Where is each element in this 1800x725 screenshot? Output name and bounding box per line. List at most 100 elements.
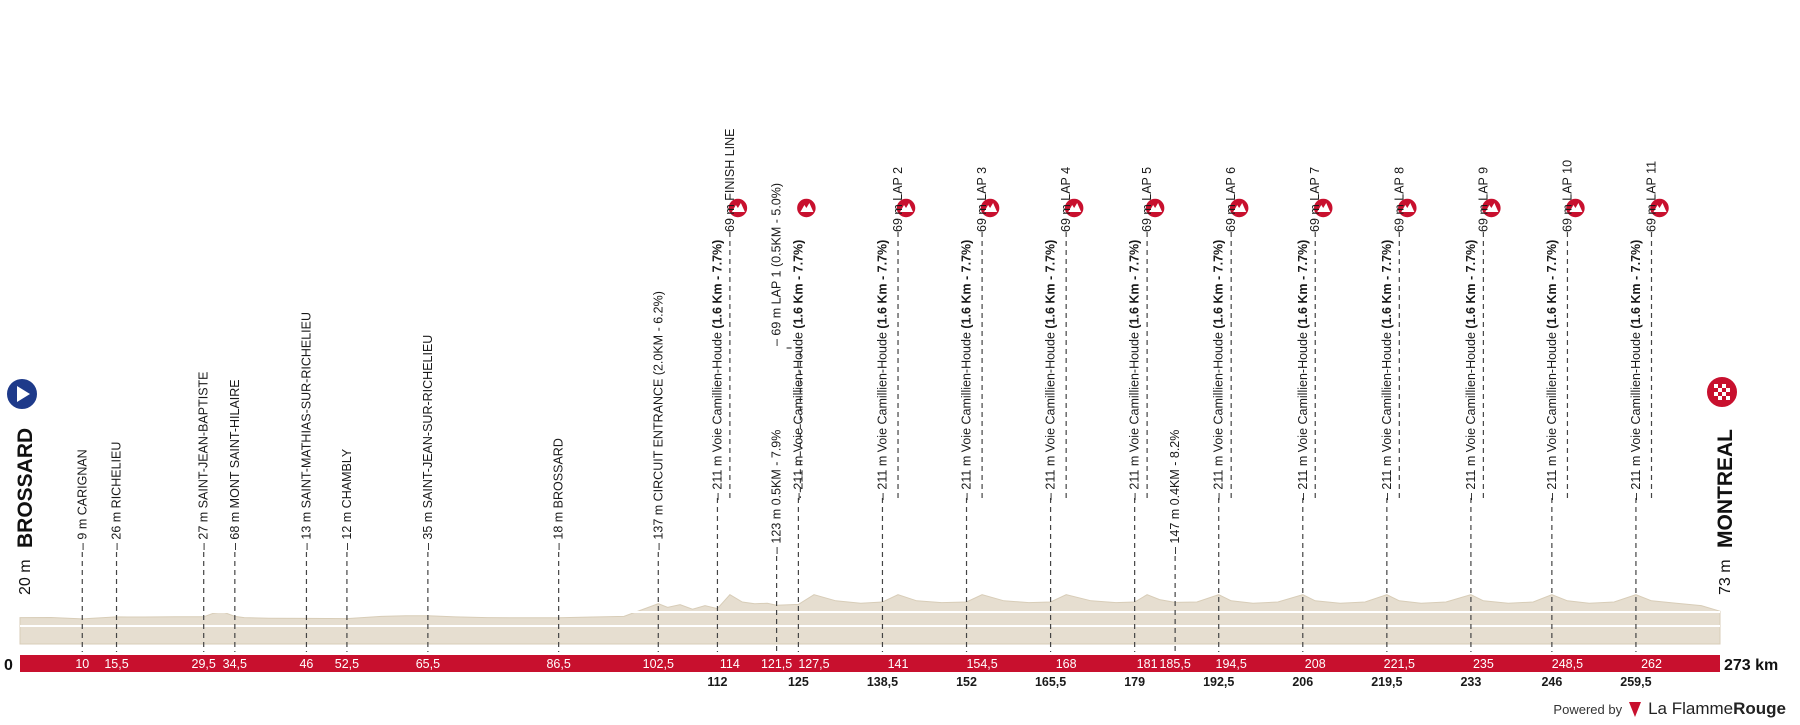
lap-label: 69 m LAP 3: [975, 167, 989, 232]
distance-bar: [20, 655, 1720, 672]
kom-badge-mountain: [1653, 203, 1667, 212]
climb-label: – 211 m Voie Camillien-Houde (1.6 Km - 7…: [1044, 240, 1058, 500]
climb-label: – 211 m Voie Camillien-Houde (1.6 Km - 7…: [875, 240, 889, 500]
km-sub-label: 138,5: [867, 675, 898, 689]
km-label: 34,5: [223, 657, 247, 671]
finish-city: MONTREAL: [1714, 429, 1737, 548]
lap1-connector: [786, 347, 801, 498]
km-sub-label: 125: [788, 675, 809, 689]
km-sub-label: 259,5: [1620, 675, 1651, 689]
km-label: 52,5: [335, 657, 359, 671]
km-sub-label: 179: [1124, 675, 1145, 689]
lap-label: 69 m LAP 4: [1059, 167, 1073, 232]
km-label: 15,5: [104, 657, 128, 671]
lap-label: 69 m LAP 5: [1140, 167, 1154, 232]
kom-badge-icon: [795, 197, 818, 219]
climb-label: – 211 m Voie Camillien-Houde (1.6 Km - 7…: [1128, 240, 1142, 500]
kom-badge-mountain: [731, 203, 745, 212]
km-label: 235: [1473, 657, 1494, 671]
kom-badge-icon: [1144, 197, 1166, 219]
kom-badge-mountain: [1569, 203, 1583, 212]
kom-badge-icon: [727, 197, 749, 219]
km-label: 185,5: [1159, 657, 1190, 671]
climb-label: – 211 m Voie Camillien-Houde (1.6 Km - 7…: [1380, 240, 1394, 500]
climb-label: – 211 m Voie Camillien-Houde (1.6 Km - 7…: [1464, 240, 1478, 500]
km-label: 29,5: [192, 657, 216, 671]
km-sub-label: 165,5: [1035, 675, 1066, 689]
lap-label: 69 m LAP 6: [1224, 167, 1238, 232]
kom-badge-mountain: [1233, 203, 1247, 212]
lap-label: 69 m LAP 10: [1560, 160, 1574, 232]
km-label: 221,5: [1384, 657, 1415, 671]
kom-badge-icon: [1648, 197, 1671, 219]
lap-label: 69 m LAP 2: [891, 167, 905, 232]
start-arrow-icon: [5, 377, 39, 411]
lap-label: – 69 m LAP 1 (0.5KM - 5.0%): [770, 183, 784, 346]
waypoint-label: – 68 m MONT SAINT-HILAIRE: [228, 379, 242, 550]
kom-badge-mountain: [1485, 203, 1499, 212]
kom-badge-mountain: [900, 203, 914, 212]
km-sub-label: 219,5: [1371, 675, 1402, 689]
waypoint-label: – 137 m CIRCUIT ENTRANCE (2.0KM - 6.2%): [651, 291, 665, 550]
kom-badge-mountain: [1317, 203, 1331, 212]
kom-badge-mountain: [984, 203, 998, 212]
lap-label: 69 m LAP 9: [1476, 167, 1490, 232]
finish-block: MONTREAL 73 m: [1705, 375, 1739, 595]
kom-badge-icon: [1228, 197, 1250, 219]
climb-label: – 211 m Voie Camillien-Houde (1.6 Km - 7…: [1545, 240, 1559, 500]
km-label: 127,5: [798, 657, 829, 671]
climb-label: – 211 m Voie Camillien-Houde (1.6 Km - 7…: [960, 240, 974, 500]
labels-layer: – 9 m CARIGNAN – 26 m RICHELIEU – 27 m SAI…: [75, 129, 1671, 554]
waypoint-label: – 12 m CHAMBLY: [340, 448, 354, 550]
start-altitude: 20 m: [17, 559, 34, 595]
km-label: 121,5: [761, 657, 792, 671]
km-label: 194,5: [1216, 657, 1247, 671]
kom-badge-mountain: [1149, 203, 1163, 212]
waypoint-label: – 27 m SAINT-JEAN-BAPTISTE: [197, 371, 211, 550]
km-label: 10: [75, 657, 89, 671]
zero-km-label: 0: [4, 657, 13, 674]
elevation-area: [19, 594, 1721, 645]
brand-name: La FlammeRouge: [1648, 699, 1786, 719]
km-label: 208: [1305, 657, 1326, 671]
km-label: 86,5: [546, 657, 570, 671]
climb-label: – 211 m Voie Camillien-Houde (1.6 Km - 7…: [1629, 240, 1643, 500]
km-label: 248,5: [1552, 657, 1583, 671]
terrain-layer: [19, 594, 1721, 645]
kom-badge-icon: [895, 197, 917, 219]
lap-label: 69 m FINISH LINE: [723, 129, 737, 233]
start-city: BROSSARD: [14, 428, 37, 548]
waypoint-label: – 147 m 0.4KM - 8.2%: [1168, 430, 1182, 554]
km-label: 114: [720, 657, 740, 671]
km-sub-label: 246: [1541, 675, 1562, 689]
kom-badge-mountain: [1401, 203, 1415, 212]
climb-label: – 211 m Voie Camillien-Houde (1.6 Km - 7…: [791, 240, 805, 500]
km-label: 262: [1641, 657, 1662, 671]
km-label: 168: [1056, 657, 1077, 671]
waypoint-label: – 9 m CARIGNAN: [75, 449, 89, 550]
climb-label: – 211 m Voie Camillien-Houde (1.6 Km - 7…: [1296, 240, 1310, 500]
km-label: 102,5: [643, 657, 674, 671]
kom-badge-icon: [1063, 197, 1085, 219]
start-block: BROSSARD 20 m: [5, 377, 39, 595]
lap-label: 69 m LAP 11: [1645, 161, 1659, 232]
powered-label: Powered by: [1553, 701, 1623, 717]
kom-badge-mountain: [1068, 203, 1082, 212]
waypoint-label: – 26 m RICHELIEU: [110, 442, 124, 550]
finish-flag-icon: [1705, 375, 1739, 409]
km-label: 141: [888, 657, 909, 671]
kom-badge-icon: [1396, 197, 1419, 219]
brand-regular: La Flamme: [1648, 699, 1734, 718]
km-sub-label: 192,5: [1203, 675, 1234, 689]
markers-layer: [81, 232, 1653, 652]
waypoint-label: – 35 m SAINT-JEAN-SUR-RICHELIEU: [421, 335, 435, 550]
km-label: 154,5: [966, 657, 997, 671]
kom-badge-icon: [1312, 197, 1334, 219]
lap-label: 69 m LAP 8: [1392, 167, 1406, 232]
kom-badge-mountain: [800, 203, 814, 212]
flame-logo-icon: [1629, 702, 1642, 717]
total-distance-label: 273 km: [1724, 657, 1778, 674]
km-sub-label: 152: [956, 675, 977, 689]
waypoint-label: – 123 m 0.5KM - 7.9%: [770, 430, 784, 554]
